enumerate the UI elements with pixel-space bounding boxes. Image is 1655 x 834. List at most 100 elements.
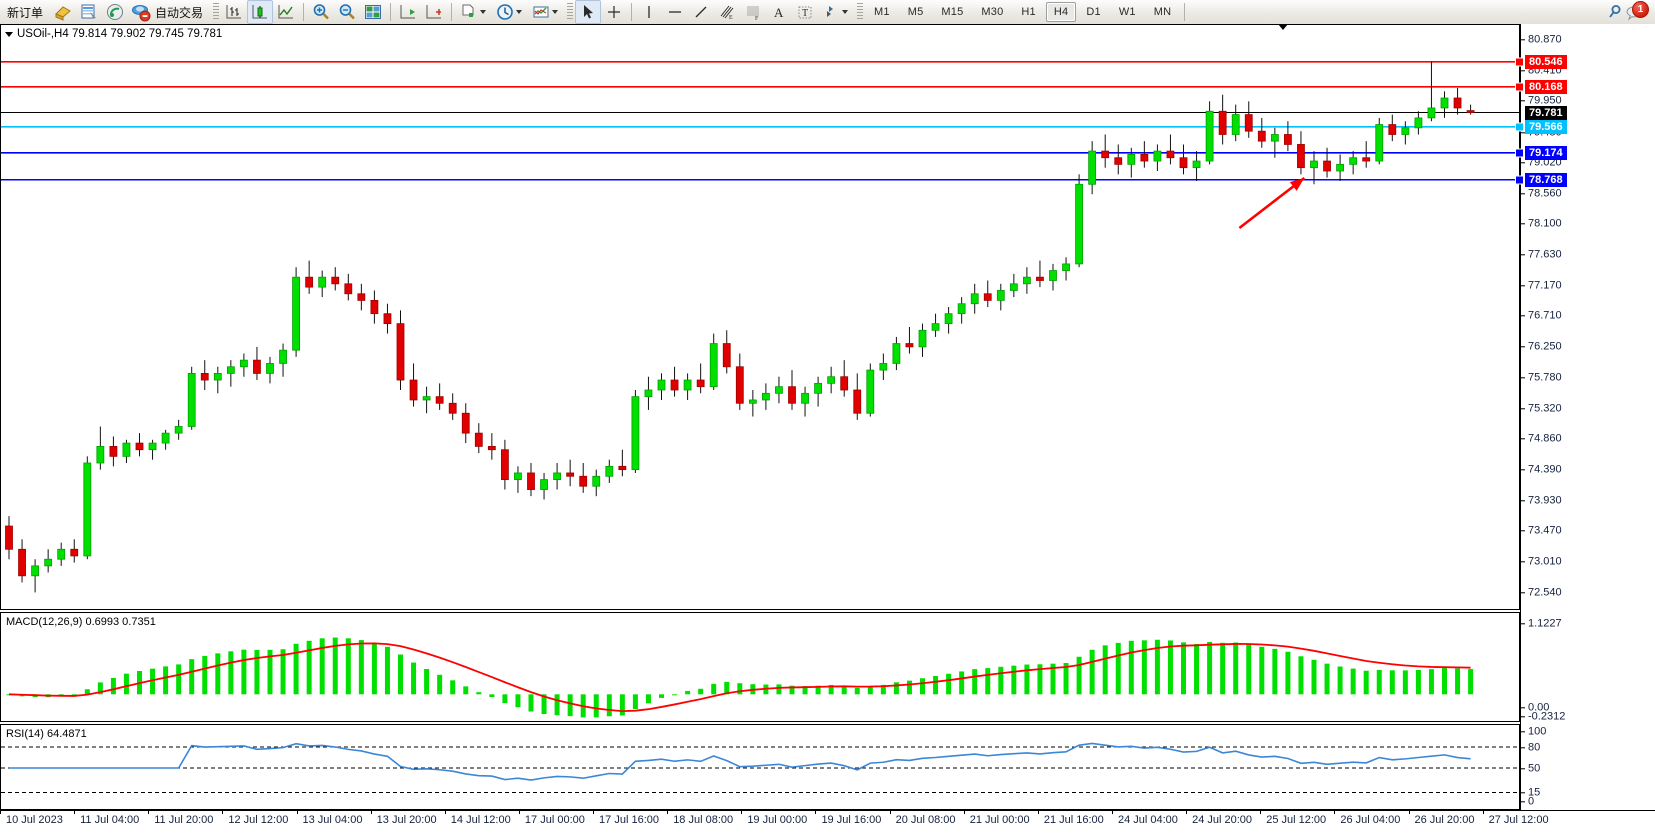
chart-area: USOil-,H4 79.814 79.902 79.745 79.781 MA… <box>0 24 1655 834</box>
tile-windows-icon <box>363 2 383 22</box>
vertical-line-button[interactable] <box>636 0 662 24</box>
price-candles <box>1 60 1519 593</box>
zoom-out-button[interactable] <box>334 0 360 24</box>
rsi-tick: 15 <box>1521 786 1540 798</box>
toolbar-grip[interactable] <box>213 3 220 21</box>
resistance-level-label[interactable]: 80.546 <box>1525 54 1567 69</box>
timeframe-d1[interactable]: D1 <box>1086 6 1101 18</box>
rsi-plot <box>1 742 1519 793</box>
time-axis[interactable]: 10 Jul 2023 11 Jul 04:00 11 Jul 20:00 12 Ju… <box>0 810 1655 834</box>
timeframe-m30[interactable]: M30 <box>981 6 1004 18</box>
time-tick: 10 Jul 2023 <box>0 810 63 826</box>
toolbar-separator <box>303 3 305 21</box>
timeframe-m5[interactable]: M5 <box>907 6 924 18</box>
chevron-down-icon-3[interactable] <box>552 10 559 14</box>
cyan-level-label[interactable]: 79.566 <box>1525 119 1567 134</box>
macd-title: MACD(12,26,9) 0.6993 0.7351 <box>6 616 156 628</box>
support-level-label[interactable]: 78.768 <box>1525 172 1567 187</box>
tile-windows-button[interactable] <box>360 0 386 24</box>
text-label-button[interactable]: A <box>766 0 792 24</box>
current-price-label[interactable]: 79.781 <box>1525 105 1567 120</box>
timeframe-h4[interactable]: H4 <box>1045 2 1077 22</box>
level-handle[interactable] <box>1515 175 1524 185</box>
new-order-button[interactable]: 新订单 <box>0 0 50 24</box>
resistance-level-label[interactable]: 80.168 <box>1525 79 1567 94</box>
time-tick: 12 Jul 12:00 <box>222 810 288 826</box>
auto-scroll-button[interactable] <box>421 0 447 24</box>
price-pane[interactable]: USOil-,H4 79.814 79.902 79.745 79.781 <box>0 24 1520 610</box>
level-handle[interactable] <box>1515 82 1524 92</box>
toolbar-grip-2[interactable] <box>567 3 574 21</box>
timeframe-m1[interactable]: M1 <box>874 6 890 18</box>
signals-icon <box>105 2 125 22</box>
shift-chart-button[interactable] <box>395 0 421 24</box>
time-tick: 11 Jul 20:00 <box>148 810 213 826</box>
crosshair-button[interactable] <box>601 0 627 24</box>
time-tick: 18 Jul 08:00 <box>667 810 733 826</box>
time-tick: 19 Jul 16:00 <box>815 810 881 826</box>
cursor-button[interactable] <box>575 0 602 24</box>
horizontal-line-button[interactable] <box>662 0 688 24</box>
macd-tick: -0.2312 <box>1521 711 1565 722</box>
price-tick: 79.020 <box>1521 157 1562 168</box>
timeframe-w1[interactable]: W1 <box>1118 6 1136 18</box>
trend-line-button[interactable] <box>688 0 714 24</box>
chevron-down-icon-4[interactable] <box>842 10 849 14</box>
candlestick-chart-button[interactable] <box>247 0 274 24</box>
toolbar-grip-3[interactable] <box>857 3 864 21</box>
auto-scroll-icon <box>424 2 444 22</box>
data-window-icon <box>79 2 99 22</box>
price-tick: 72.540 <box>1521 587 1562 598</box>
line-chart-button[interactable] <box>273 0 299 24</box>
price-tick: 75.320 <box>1521 402 1562 414</box>
signals-button[interactable] <box>102 0 128 24</box>
fibonacci-button[interactable]: F <box>740 0 766 24</box>
support-level-label[interactable]: 79.174 <box>1525 145 1567 160</box>
toolbar-separator-4 <box>631 3 633 21</box>
price-tick: 74.860 <box>1521 433 1562 444</box>
zoom-in-button[interactable] <box>308 0 334 24</box>
level-handle[interactable] <box>1515 122 1524 132</box>
time-tick: 24 Jul 20:00 <box>1186 810 1252 826</box>
chart-collapse-caret[interactable] <box>1278 24 1288 30</box>
chart-menu-caret-icon[interactable] <box>5 31 13 37</box>
auto-trading-button[interactable]: 自动交易 <box>128 0 210 24</box>
price-tick: 79.950 <box>1521 95 1562 107</box>
expert-advisors-button[interactable] <box>50 0 76 24</box>
text-label-icon: A <box>769 2 789 22</box>
svg-text:A: A <box>774 5 784 20</box>
timeframe-h1[interactable]: H1 <box>1021 6 1036 18</box>
timeframe-m15[interactable]: M15 <box>941 6 964 18</box>
macd-pane[interactable]: MACD(12,26,9) 0.6993 0.7351 <box>0 612 1520 722</box>
time-tick: 17 Jul 16:00 <box>593 810 659 826</box>
time-tick: 13 Jul 20:00 <box>370 810 437 826</box>
bar-chart-icon <box>224 2 244 22</box>
equidistant-channel-button[interactable]: E <box>714 0 740 24</box>
rsi-pane[interactable]: RSI(14) 64.4871 <box>0 724 1520 810</box>
timeframe-group: M1 M5 M15 M30 H1 H4 D1 W1 MN <box>865 2 1180 22</box>
price-axis[interactable]: 80.87080.41079.95079.48079.02078.56078.1… <box>1515 24 1655 810</box>
search-icon[interactable] <box>1605 2 1625 22</box>
text-button[interactable]: T <box>792 0 818 24</box>
chevron-down-icon-2[interactable] <box>516 10 523 14</box>
vertical-line-icon <box>639 2 659 22</box>
add-indicator-icon <box>459 2 479 22</box>
time-tick: 19 Jul 00:00 <box>741 810 807 826</box>
templates-button[interactable] <box>528 0 564 24</box>
add-indicator-button[interactable] <box>456 0 492 24</box>
price-tick: 75.780 <box>1521 372 1562 383</box>
level-handle[interactable] <box>1515 57 1524 67</box>
chevron-down-icon[interactable] <box>480 10 487 14</box>
rsi-title: RSI(14) 64.4871 <box>6 728 87 740</box>
level-handle[interactable] <box>1515 148 1524 158</box>
market-watch-button[interactable] <box>76 0 102 24</box>
shapes-button[interactable] <box>818 0 854 24</box>
alerts-icon[interactable]: 1 <box>1625 1 1649 22</box>
period-button[interactable] <box>492 0 528 24</box>
price-tick: 73.010 <box>1521 556 1562 567</box>
price-tick: 77.630 <box>1521 249 1562 261</box>
shift-chart-icon <box>398 2 418 22</box>
period-icon <box>495 2 515 22</box>
bar-chart-button[interactable] <box>221 0 247 24</box>
timeframe-mn[interactable]: MN <box>1153 6 1172 18</box>
